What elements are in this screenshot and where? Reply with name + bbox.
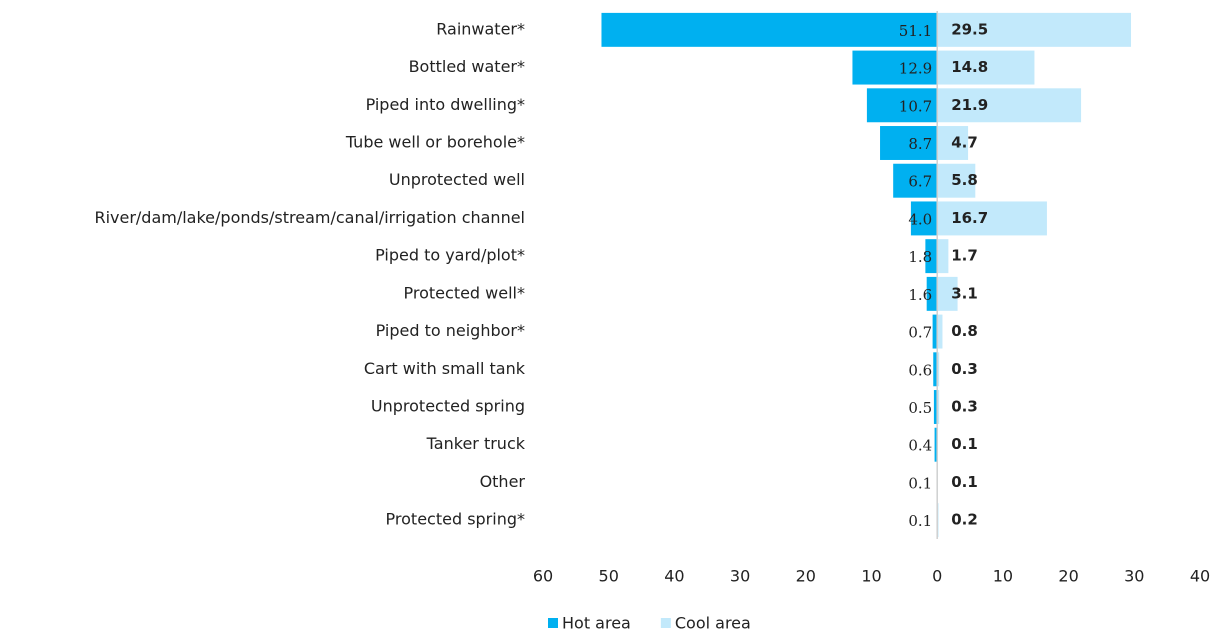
x-tick-label: 40 xyxy=(664,567,684,586)
bar xyxy=(926,276,938,311)
x-tick-label: 0 xyxy=(932,567,942,586)
value-label: 0.1 xyxy=(951,473,978,491)
category-label: Piped to yard/plot* xyxy=(375,246,525,265)
value-label: 0.8 xyxy=(951,322,978,340)
x-tick-label: 50 xyxy=(599,567,619,586)
value-label: 5.8 xyxy=(951,171,978,189)
category-label: Piped into dwelling* xyxy=(366,95,525,114)
category-label: Other xyxy=(480,472,526,491)
value-label: 0.1 xyxy=(908,512,932,530)
category-label: Bottled water* xyxy=(409,57,525,76)
bar xyxy=(866,88,938,123)
x-tick-label: 20 xyxy=(1058,567,1078,586)
value-label: 1.8 xyxy=(908,248,932,266)
category-label: Rainwater* xyxy=(436,19,525,38)
category-label: Unprotected well xyxy=(389,170,525,189)
value-label: 51.1 xyxy=(899,22,932,40)
bar xyxy=(933,352,938,387)
value-label: 1.6 xyxy=(908,286,932,304)
category-label: River/dam/lake/ponds/stream/canal/irriga… xyxy=(94,208,525,227)
x-tick-label: 20 xyxy=(796,567,816,586)
bar xyxy=(937,201,1047,236)
category-label: Cart with small tank xyxy=(364,359,526,378)
bar xyxy=(937,163,976,198)
value-label: 4.7 xyxy=(951,134,978,152)
value-label: 16.7 xyxy=(951,209,988,227)
category-label: Protected well* xyxy=(404,283,525,302)
x-tick-label: 40 xyxy=(1190,567,1210,586)
legend-label: Cool area xyxy=(675,614,751,633)
bar xyxy=(937,276,958,311)
category-label: Piped to neighbor* xyxy=(376,321,525,340)
value-label: 8.7 xyxy=(908,135,932,153)
bar xyxy=(937,12,1132,47)
x-tick-label: 60 xyxy=(533,567,553,586)
x-tick-label: 10 xyxy=(993,567,1013,586)
value-label: 0.1 xyxy=(951,435,978,453)
value-label: 4.0 xyxy=(908,210,932,228)
value-label: 0.5 xyxy=(908,399,932,417)
bar xyxy=(932,314,938,349)
value-label: 29.5 xyxy=(951,20,988,38)
value-label: 1.7 xyxy=(951,247,978,265)
value-label: 6.7 xyxy=(908,173,932,191)
legend-swatch xyxy=(548,618,558,628)
bar xyxy=(601,12,938,47)
value-label: 0.7 xyxy=(908,324,932,342)
bar xyxy=(933,390,938,424)
category-label: Unprotected spring xyxy=(371,397,525,416)
value-label: 0.6 xyxy=(908,361,932,379)
legend-label: Hot area xyxy=(562,614,631,633)
x-tick-label: 10 xyxy=(861,567,881,586)
bar xyxy=(937,352,940,387)
value-label: 12.9 xyxy=(899,60,932,78)
x-tick-label: 30 xyxy=(1124,567,1144,586)
category-label: Protected spring* xyxy=(386,510,525,529)
bar xyxy=(925,239,938,274)
bar xyxy=(937,314,943,349)
value-label: 0.3 xyxy=(951,398,978,416)
bar xyxy=(937,390,940,424)
bar xyxy=(880,126,938,160)
bar xyxy=(937,50,1035,85)
value-label: 3.1 xyxy=(951,284,978,302)
category-label: Tanker truck xyxy=(426,434,526,453)
bar xyxy=(937,126,969,160)
bar xyxy=(852,50,938,85)
bar xyxy=(937,88,1082,123)
value-label: 0.4 xyxy=(908,437,932,455)
value-label: 0.1 xyxy=(908,474,932,492)
value-label: 21.9 xyxy=(951,96,988,114)
bar xyxy=(910,201,938,236)
value-label: 14.8 xyxy=(951,58,988,76)
value-label: 0.3 xyxy=(951,360,978,378)
value-label: 10.7 xyxy=(899,97,932,115)
bar xyxy=(893,163,938,198)
value-label: 0.2 xyxy=(951,511,978,529)
bar xyxy=(937,239,949,274)
bar xyxy=(934,427,938,462)
x-tick-label: 30 xyxy=(730,567,750,586)
legend-swatch xyxy=(660,618,671,628)
category-label: Tube well or borehole* xyxy=(345,133,525,152)
